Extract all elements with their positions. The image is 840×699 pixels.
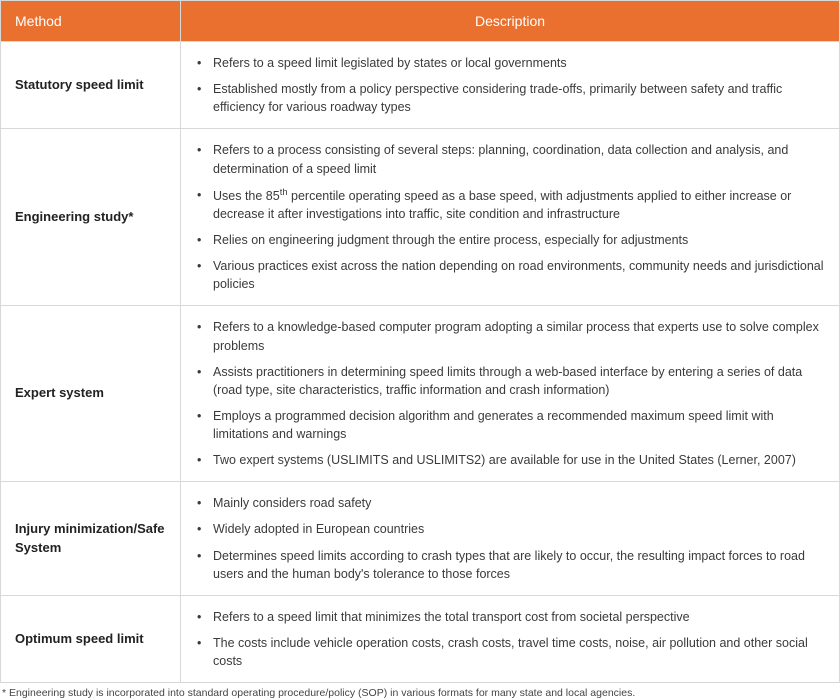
description-bullet: Various practices exist across the natio… [195, 253, 829, 297]
table-row: Optimum speed limit Refers to a speed lim… [1, 595, 840, 682]
method-cell: Injury minimization/Safe System [1, 482, 181, 596]
description-cell: Refers to a speed limit legislated by st… [181, 42, 840, 129]
description-bullet: The costs include vehicle operation cost… [195, 630, 829, 674]
description-bullet: Employs a programmed decision algorithm … [195, 403, 829, 447]
description-bullet: Mainly considers road safety [195, 490, 829, 516]
description-bullet: Widely adopted in European countries [195, 516, 829, 542]
table-header-row: Method Description [1, 1, 840, 42]
table-row: Statutory speed limit Refers to a speed l… [1, 42, 840, 129]
table-row: Engineering study* Refers to a process co… [1, 129, 840, 306]
description-bullet: Refers to a knowledge-based computer pro… [195, 314, 829, 358]
col-header-description: Description [181, 1, 840, 42]
description-bullet: Established mostly from a policy perspec… [195, 76, 829, 120]
description-bullet: Refers to a speed limit that minimizes t… [195, 604, 829, 630]
description-list: Mainly considers road safetyWidely adopt… [195, 490, 829, 587]
method-cell: Engineering study* [1, 129, 181, 306]
description-cell: Refers to a speed limit that minimizes t… [181, 595, 840, 682]
description-cell: Refers to a process consisting of severa… [181, 129, 840, 306]
table-row: Expert system Refers to a knowledge-based… [1, 306, 840, 482]
description-bullet: Refers to a process consisting of severa… [195, 137, 829, 181]
table-footnote: * Engineering study is incorporated into… [0, 683, 840, 699]
description-cell: Mainly considers road safetyWidely adopt… [181, 482, 840, 596]
method-cell: Expert system [1, 306, 181, 482]
description-list: Refers to a speed limit legislated by st… [195, 50, 829, 120]
method-cell: Statutory speed limit [1, 42, 181, 129]
description-bullet: Two expert systems (USLIMITS and USLIMIT… [195, 447, 829, 473]
description-bullet: Assists practitioners in determining spe… [195, 359, 829, 403]
description-bullet: Determines speed limits according to cra… [195, 543, 829, 587]
col-header-method: Method [1, 1, 181, 42]
table-body: Statutory speed limit Refers to a speed l… [1, 42, 840, 683]
table-row: Injury minimization/Safe SystemMainly co… [1, 482, 840, 596]
description-cell: Refers to a knowledge-based computer pro… [181, 306, 840, 482]
description-list: Refers to a speed limit that minimizes t… [195, 604, 829, 674]
description-list: Refers to a process consisting of severa… [195, 137, 829, 297]
description-bullet: Relies on engineering judgment through t… [195, 227, 829, 253]
description-bullet: Uses the 85th percentile operating speed… [195, 182, 829, 227]
description-list: Refers to a knowledge-based computer pro… [195, 314, 829, 473]
description-bullet: Refers to a speed limit legislated by st… [195, 50, 829, 76]
method-cell: Optimum speed limit [1, 595, 181, 682]
methods-table: Method Description Statutory speed limit… [0, 0, 840, 683]
